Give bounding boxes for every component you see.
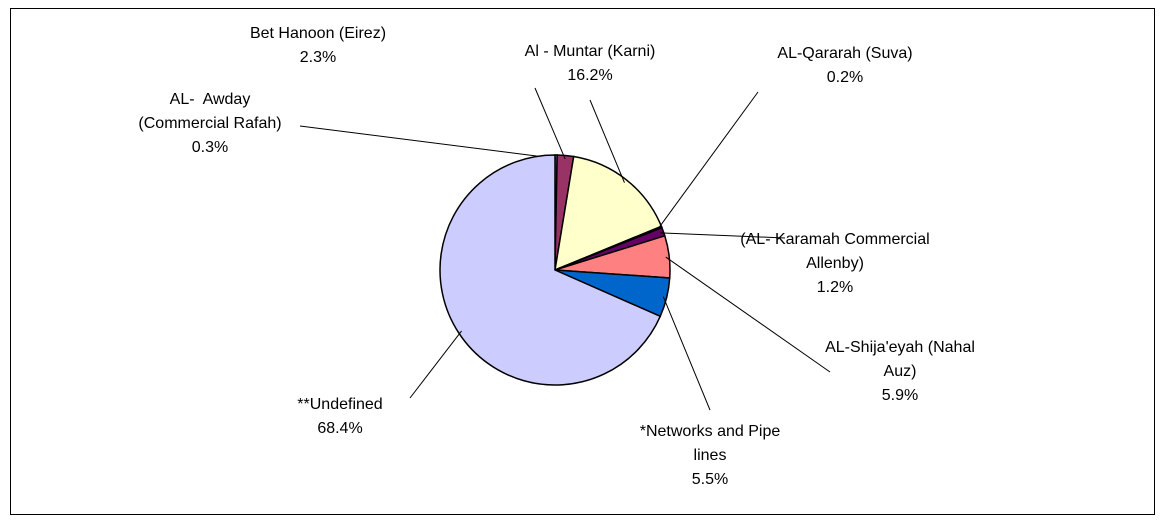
leader-line: [665, 256, 831, 373]
leader-line: [662, 296, 711, 411]
slice-name: AL- Awday (Commercial Rafah): [138, 91, 282, 132]
leader-line: [589, 99, 625, 183]
slice-value: 0.3%: [191, 139, 229, 156]
slice-name: AL-Shija'eyah (Nahal Auz): [825, 339, 979, 380]
slice-value: 1.2%: [816, 279, 854, 296]
slice-value: 0.2%: [826, 69, 864, 86]
leader-line: [299, 125, 557, 159]
leader-line: [658, 91, 759, 229]
pie-slice: [554, 155, 663, 272]
slice-label: AL- Awday (Commercial Rafah) 0.3%: [125, 88, 295, 160]
slice-name: AL-Qararah (Suva): [777, 45, 913, 62]
slice-name: Bet Hanoon (Eirez): [249, 25, 387, 42]
slice-name: (AL- Karamah Commercial Allenby): [740, 231, 930, 272]
leader-line: [534, 87, 566, 160]
slice-name: *Networks and Pipe lines: [639, 423, 785, 464]
slice-label: AL-Qararah (Suva) 0.2%: [745, 42, 945, 90]
slice-value: 2.3%: [299, 49, 337, 66]
slice-label: Al - Muntar (Karni) 16.2%: [490, 40, 690, 88]
slice-label: *Networks and Pipe lines 5.5%: [625, 420, 795, 492]
slice-value: 68.4%: [317, 420, 363, 437]
slice-value: 5.5%: [691, 471, 729, 488]
slice-name: **Undefined: [297, 396, 383, 413]
slice-label: AL-Shija'eyah (Nahal Auz) 5.9%: [810, 336, 990, 408]
slice-label: **Undefined 68.4%: [260, 393, 420, 441]
pie-slice: [439, 154, 662, 386]
leader-line: [409, 330, 462, 399]
slice-label: (AL- Karamah Commercial Allenby) 1.2%: [740, 228, 930, 300]
slice-value: 16.2%: [567, 67, 613, 84]
slice-label: Bet Hanoon (Eirez) 2.3%: [208, 22, 428, 70]
leader-line: [660, 232, 786, 239]
slice-value: 5.9%: [881, 387, 919, 404]
slice-name: Al - Muntar (Karni): [524, 43, 656, 60]
